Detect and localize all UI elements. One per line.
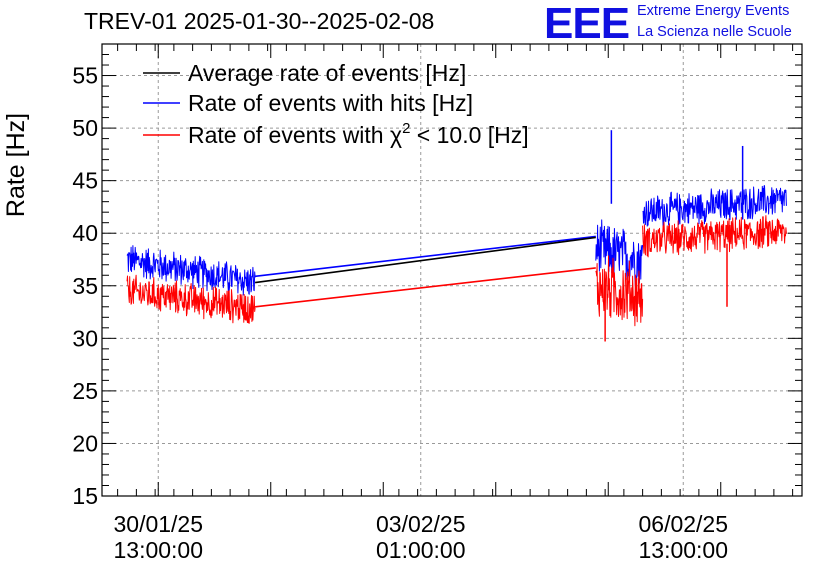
legend-label-0: Average rate of events [Hz] bbox=[188, 60, 466, 86]
y-tick-label: 50 bbox=[72, 115, 98, 141]
series-line-segment bbox=[255, 235, 596, 278]
axes: 15202530354045505530/01/2513:00:0003/02/… bbox=[72, 43, 803, 563]
y-axis-label: Rate [Hz] bbox=[2, 112, 30, 218]
series-line-segment bbox=[595, 255, 644, 327]
x-tick-label-date: 06/02/25 bbox=[638, 511, 728, 537]
y-tick-label: 25 bbox=[72, 378, 98, 404]
x-tick-label-date: 03/02/25 bbox=[376, 511, 466, 537]
series-line-segment bbox=[642, 215, 787, 258]
series-1 bbox=[126, 130, 787, 296]
y-tick-label: 40 bbox=[72, 220, 98, 246]
series-line-segment bbox=[126, 245, 256, 296]
y-tick-label: 55 bbox=[72, 63, 98, 89]
data-layer bbox=[126, 130, 787, 342]
series-0 bbox=[254, 236, 596, 284]
plot-frame bbox=[101, 43, 803, 497]
y-tick-label: 30 bbox=[72, 325, 98, 351]
series-line-segment bbox=[254, 236, 596, 284]
series-line-segment bbox=[595, 219, 644, 287]
eee-logo: EEE bbox=[544, 0, 630, 48]
series-line-segment bbox=[126, 274, 256, 324]
logo-line-1: Extreme Energy Events bbox=[637, 3, 790, 19]
chart-title: TREV-01 2025-01-30--2025-02-08 bbox=[84, 8, 435, 34]
legend: Average rate of events [Hz] Rate of event… bbox=[143, 60, 529, 148]
x-tick-label-time: 13:00:00 bbox=[113, 537, 203, 563]
series-2 bbox=[126, 215, 787, 342]
series-line-segment bbox=[255, 267, 596, 308]
x-tick-label-date: 30/01/25 bbox=[113, 511, 203, 537]
y-tick-label: 20 bbox=[72, 430, 98, 456]
x-tick-label-time: 13:00:00 bbox=[638, 537, 728, 563]
y-tick-label: 15 bbox=[72, 483, 98, 509]
series-line-segment bbox=[642, 185, 787, 227]
legend-label-2: Rate of events with χ2 < 10.0 [Hz] bbox=[188, 120, 529, 148]
x-tick-label-time: 01:00:00 bbox=[376, 537, 466, 563]
y-tick-label: 35 bbox=[72, 273, 98, 299]
y-tick-label: 45 bbox=[72, 168, 98, 194]
legend-label-1: Rate of events with hits [Hz] bbox=[188, 90, 473, 116]
logo-line-2: La Scienza nelle Scuole bbox=[637, 24, 792, 40]
